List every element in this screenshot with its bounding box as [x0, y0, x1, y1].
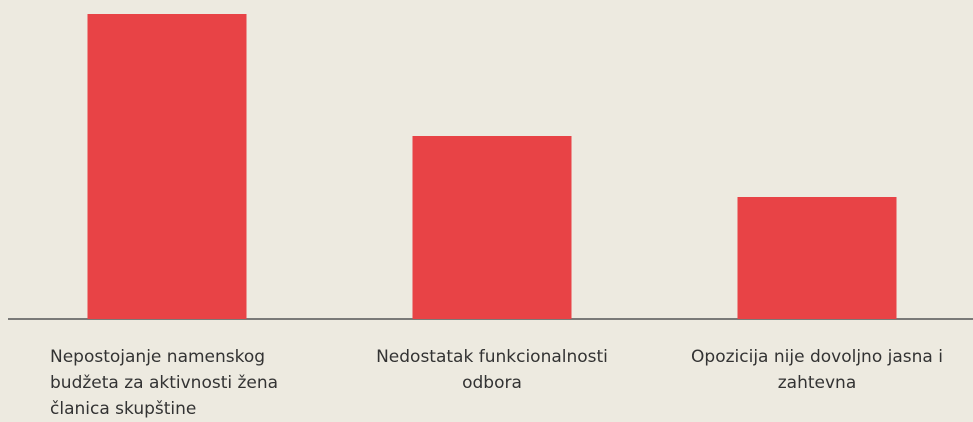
x-tick-label: Nepostojanje namenskog budžeta za aktivn… — [50, 347, 279, 419]
bar — [412, 136, 572, 319]
bar — [737, 197, 897, 319]
x-tick-label: Nedostatak funkcionalnosti odbora — [376, 347, 608, 393]
x-tick-label: Opozicija nije dovoljno jasna i zahtevna — [691, 347, 943, 393]
bar — [87, 14, 247, 319]
